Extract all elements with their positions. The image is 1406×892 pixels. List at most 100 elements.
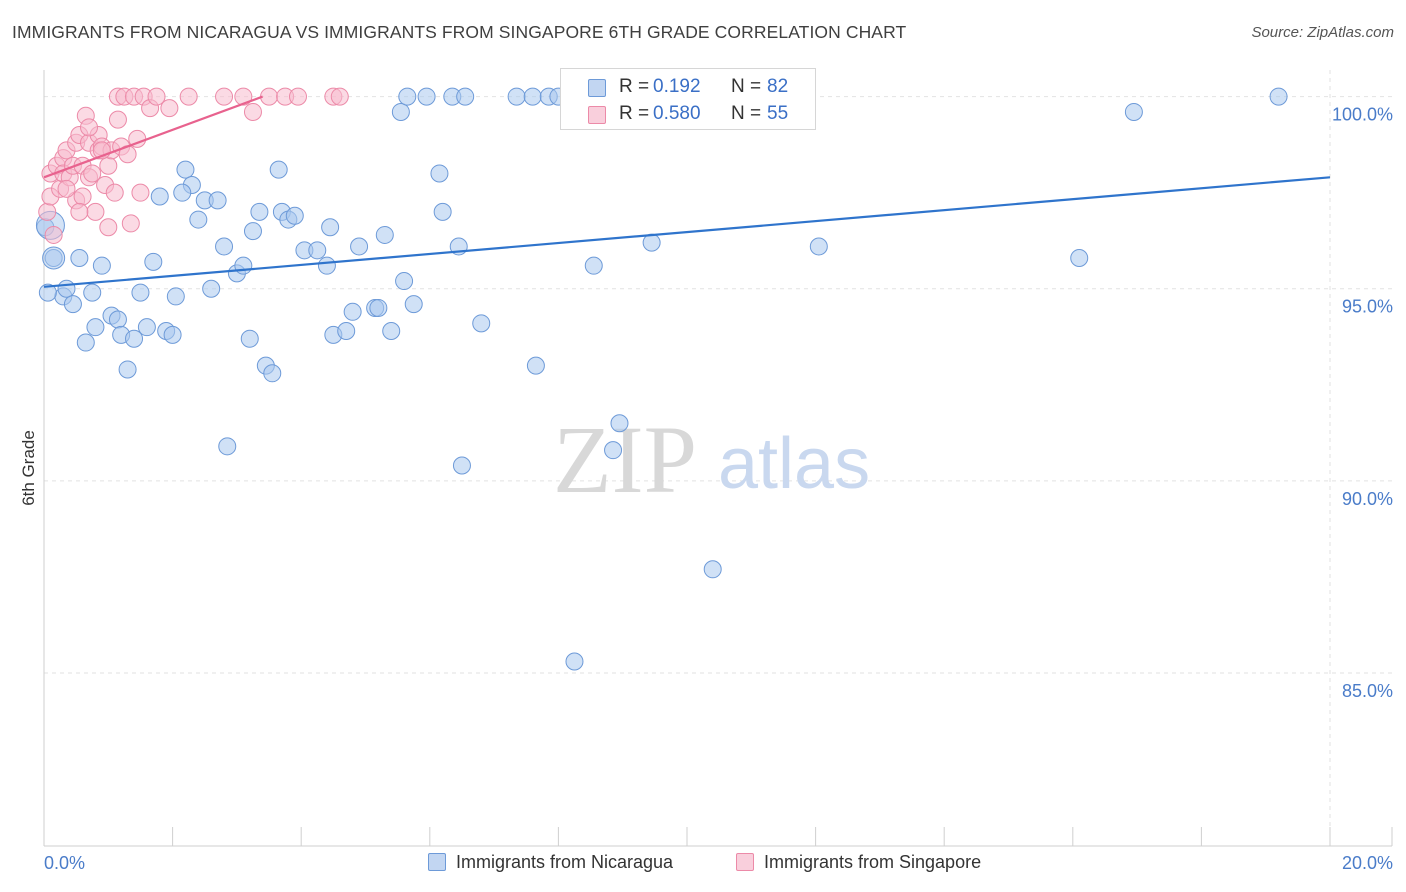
point-nicaragua bbox=[144, 252, 163, 271]
stats-row-singapore: R = 0.580 N = 55 bbox=[561, 100, 815, 128]
r-label: R = bbox=[619, 103, 650, 124]
legend-item-singapore: Immigrants from Singapore bbox=[736, 852, 981, 873]
point-nicaragua bbox=[208, 191, 227, 210]
point-singapore bbox=[215, 87, 234, 106]
n-value: 82 bbox=[767, 76, 789, 97]
point-nicaragua bbox=[433, 202, 452, 221]
point-singapore bbox=[105, 183, 124, 202]
y-tick-label: 90.0% bbox=[1342, 489, 1393, 509]
watermark-atlas: atlas bbox=[718, 424, 870, 504]
point-nicaragua bbox=[92, 256, 111, 275]
point-nicaragua bbox=[166, 287, 185, 306]
point-nicaragua bbox=[337, 322, 356, 341]
legend-item-nicaragua: Immigrants from Nicaragua bbox=[428, 852, 673, 873]
point-nicaragua bbox=[317, 256, 336, 275]
legend-swatch-pink bbox=[736, 853, 754, 871]
point-nicaragua bbox=[70, 249, 89, 267]
point-singapore bbox=[80, 118, 99, 137]
point-singapore bbox=[260, 87, 279, 106]
point-singapore bbox=[70, 202, 89, 221]
y-tick-label: 100.0% bbox=[1332, 105, 1393, 125]
x-tick-labels: 0.0% 20.0% bbox=[44, 853, 1393, 873]
point-singapore bbox=[147, 87, 166, 106]
point-nicaragua bbox=[131, 283, 150, 302]
point-nicaragua bbox=[604, 441, 623, 460]
point-nicaragua bbox=[375, 225, 394, 244]
point-nicaragua bbox=[215, 237, 234, 256]
point-nicaragua bbox=[456, 87, 475, 106]
n-label: N = bbox=[731, 103, 762, 124]
stats-row-nicaragua: R = 0.192 N = 82 bbox=[561, 73, 815, 101]
point-nicaragua bbox=[118, 360, 137, 379]
point-nicaragua bbox=[526, 356, 545, 375]
x-tick-label: 0.0% bbox=[44, 853, 85, 873]
point-nicaragua bbox=[452, 456, 471, 475]
point-singapore bbox=[73, 187, 92, 206]
point-nicaragua bbox=[417, 87, 436, 106]
point-nicaragua bbox=[610, 414, 629, 433]
series-singapore bbox=[38, 87, 349, 244]
point-nicaragua bbox=[523, 87, 542, 106]
point-nicaragua bbox=[38, 283, 57, 302]
point-nicaragua bbox=[86, 318, 105, 337]
point-singapore bbox=[57, 179, 76, 198]
point-singapore bbox=[330, 87, 349, 106]
point-nicaragua bbox=[240, 329, 259, 348]
point-nicaragua bbox=[398, 87, 417, 106]
point-nicaragua bbox=[243, 222, 262, 241]
y-tick-label: 85.0% bbox=[1342, 681, 1393, 701]
point-nicaragua bbox=[321, 218, 340, 237]
point-nicaragua bbox=[809, 237, 828, 256]
point-singapore bbox=[131, 183, 150, 202]
point-nicaragua bbox=[125, 329, 144, 348]
point-singapore bbox=[83, 164, 102, 183]
legend-swatch-blue bbox=[428, 853, 446, 871]
n-value: 55 bbox=[767, 103, 789, 124]
point-nicaragua bbox=[1269, 87, 1288, 106]
point-singapore bbox=[243, 102, 262, 121]
point-nicaragua bbox=[150, 187, 169, 206]
stats-swatch-pink bbox=[588, 106, 606, 124]
y-tick-labels: 85.0% 90.0% 95.0% 100.0% bbox=[1332, 105, 1393, 701]
legend-label: Immigrants from Singapore bbox=[764, 852, 982, 872]
point-nicaragua bbox=[382, 322, 401, 341]
point-nicaragua bbox=[404, 295, 423, 314]
point-nicaragua bbox=[83, 283, 102, 302]
point-nicaragua bbox=[350, 237, 369, 256]
r-value: 0.192 bbox=[653, 76, 701, 97]
watermark: ZIP atlas bbox=[553, 406, 870, 513]
point-nicaragua bbox=[63, 295, 82, 314]
point-nicaragua bbox=[395, 272, 414, 291]
point-nicaragua bbox=[1070, 249, 1089, 267]
trend-line-singapore bbox=[43, 95, 264, 179]
point-nicaragua bbox=[584, 256, 603, 275]
point-nicaragua bbox=[108, 310, 127, 329]
source-credit: Source: ZipAtlas.com bbox=[1251, 24, 1394, 41]
point-nicaragua bbox=[1124, 102, 1143, 121]
point-singapore bbox=[288, 87, 307, 106]
legend-label: Immigrants from Nicaragua bbox=[456, 852, 674, 872]
trend-lines bbox=[43, 95, 1331, 288]
point-nicaragua bbox=[137, 318, 156, 337]
point-nicaragua bbox=[189, 210, 208, 229]
point-nicaragua bbox=[176, 160, 195, 179]
point-singapore bbox=[44, 225, 63, 244]
y-tick-label: 95.0% bbox=[1342, 297, 1393, 317]
point-nicaragua bbox=[202, 279, 221, 298]
point-singapore bbox=[38, 202, 57, 221]
point-nicaragua bbox=[430, 164, 449, 183]
point-nicaragua bbox=[76, 333, 95, 352]
point-nicaragua bbox=[250, 202, 269, 221]
point-nicaragua bbox=[163, 325, 182, 344]
point-nicaragua bbox=[343, 302, 362, 321]
chart-title: IMMIGRANTS FROM NICARAGUA VS IMMIGRANTS … bbox=[12, 22, 907, 42]
y-axis-label: 6th Grade bbox=[19, 430, 38, 506]
point-singapore bbox=[160, 99, 179, 118]
point-nicaragua bbox=[391, 102, 410, 121]
point-nicaragua bbox=[703, 560, 722, 579]
point-nicaragua bbox=[285, 206, 304, 225]
point-nicaragua bbox=[369, 298, 388, 317]
point-singapore bbox=[99, 156, 118, 175]
x-tick-label: 20.0% bbox=[1342, 853, 1393, 873]
